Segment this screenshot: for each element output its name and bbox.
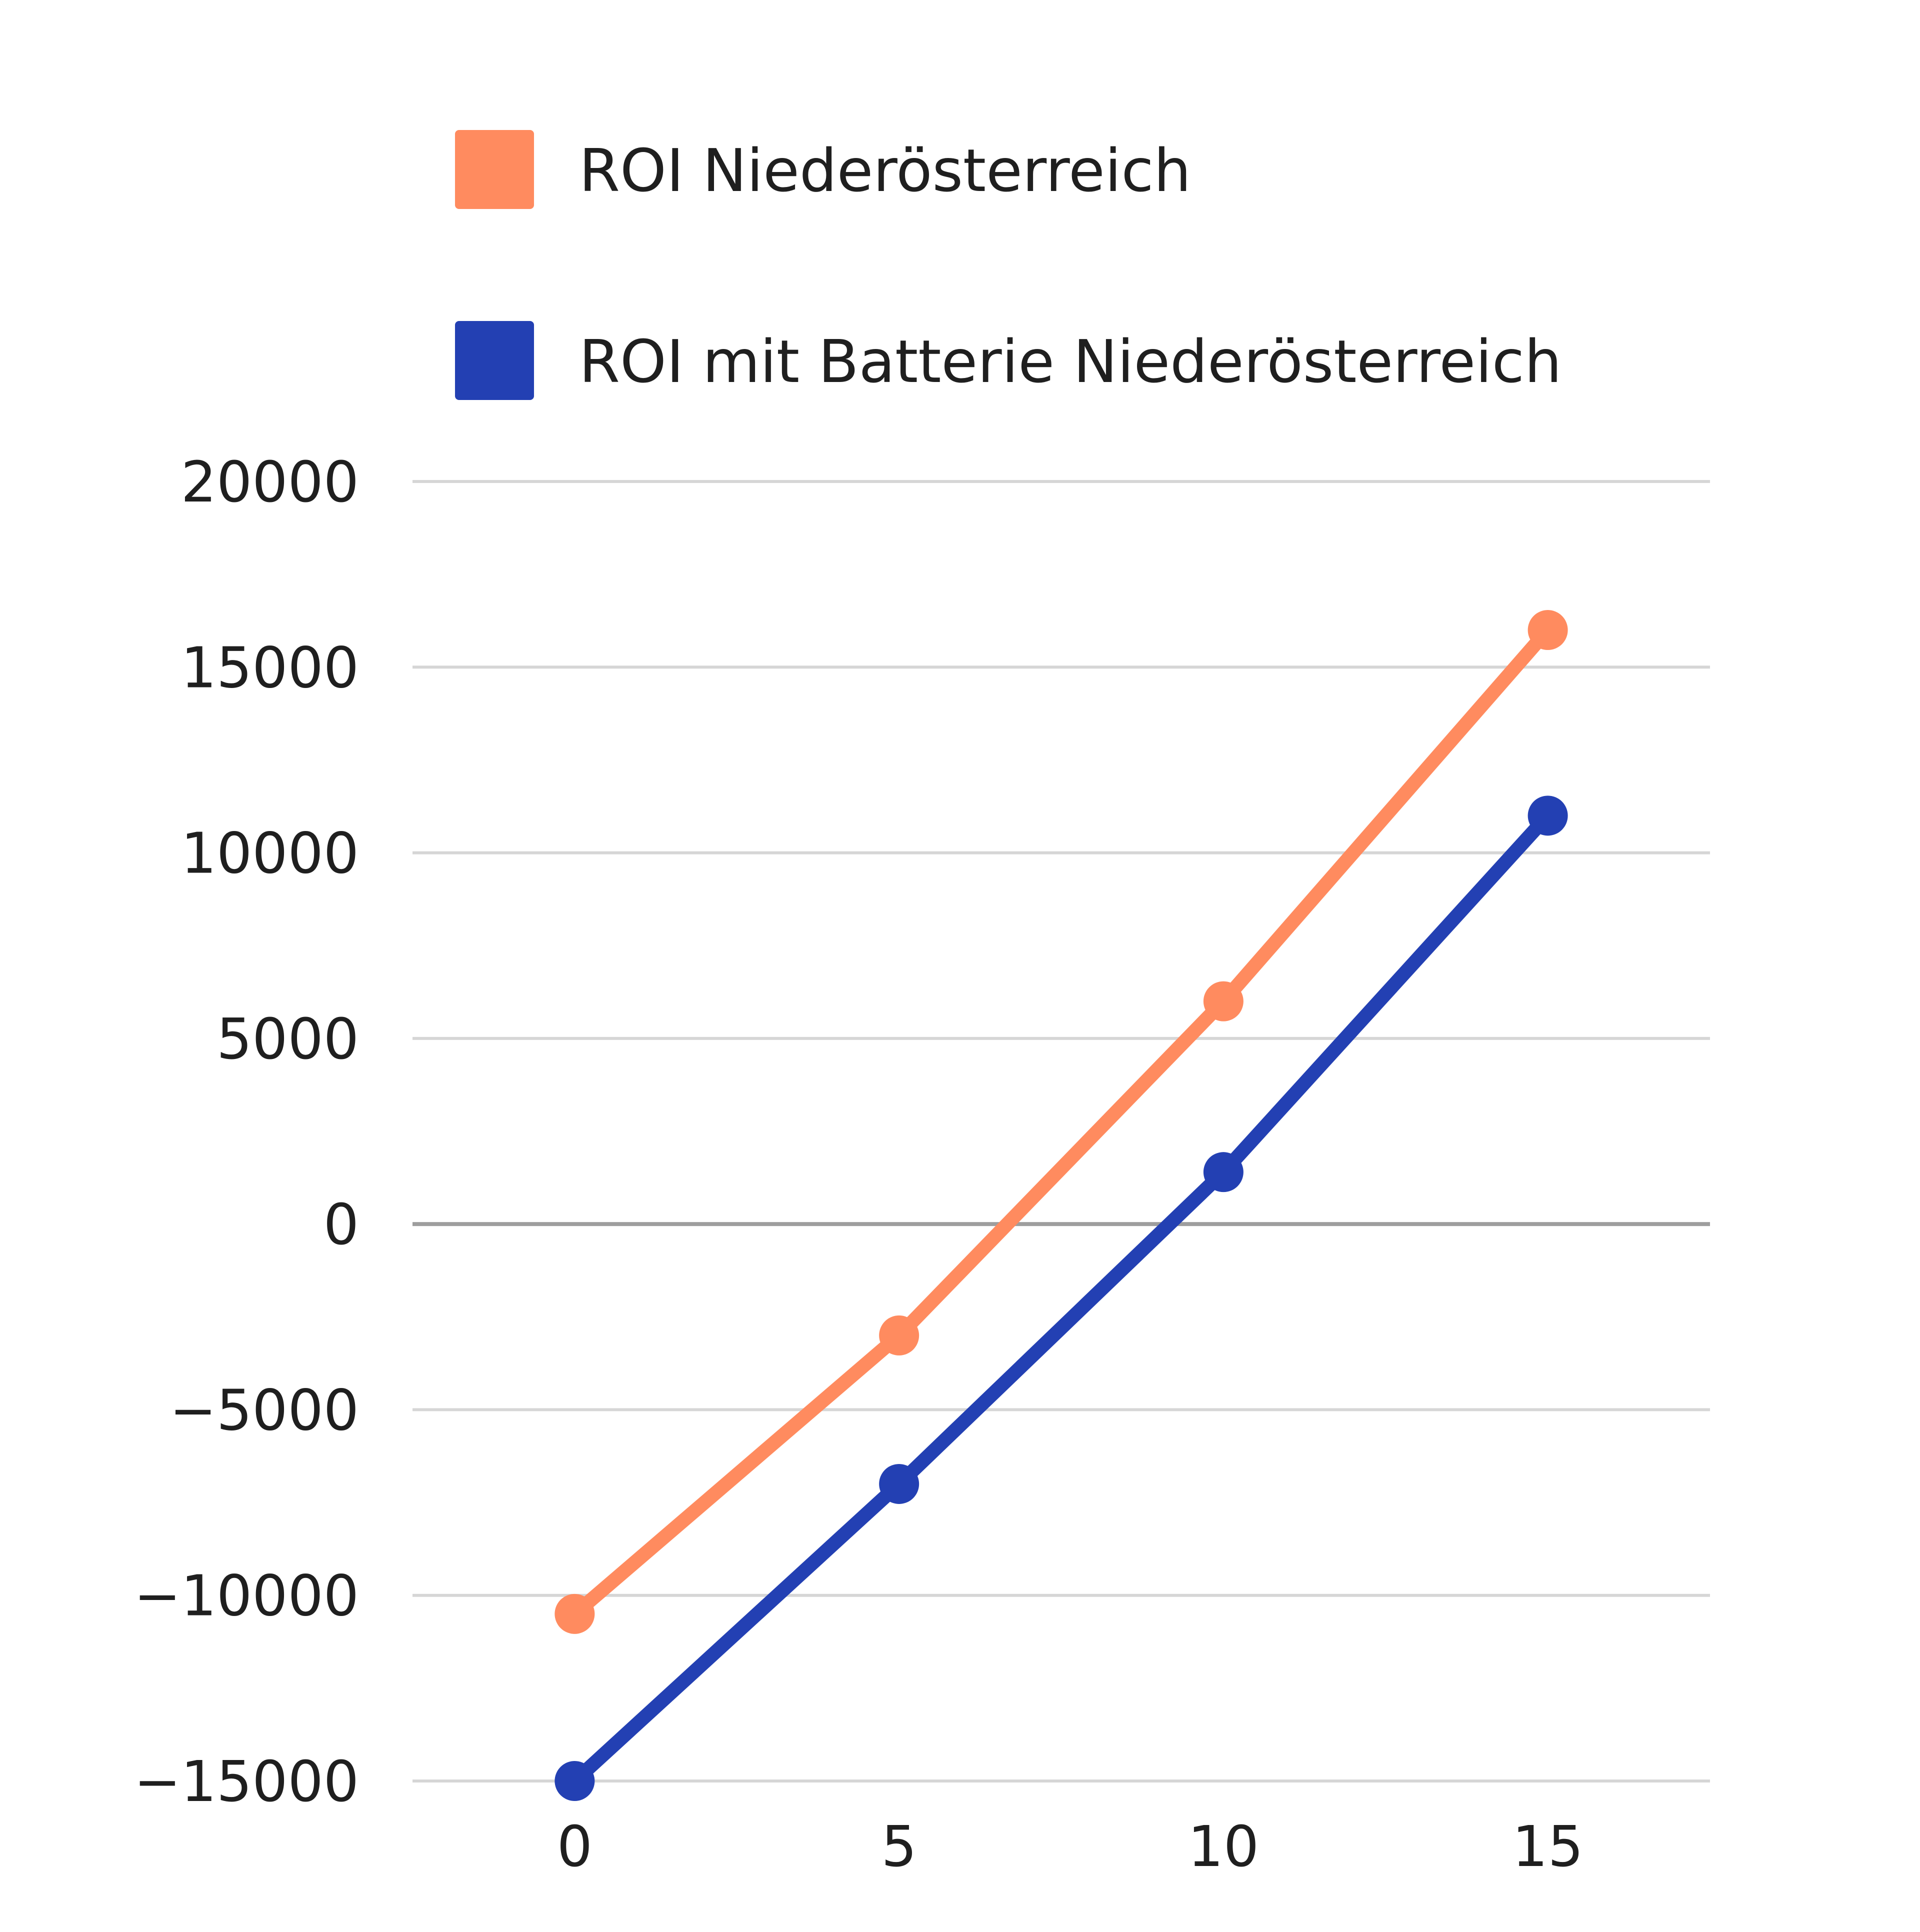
- x-tick-label: 10: [1188, 1814, 1260, 1880]
- data-point: [879, 1464, 920, 1504]
- legend-label-roi-battery: ROI mit Batterie Niederösterreich: [579, 327, 1562, 396]
- legend: ROI Niederösterreich ROI mit Batterie Ni…: [455, 130, 1562, 400]
- y-axis-tick-labels: 20000 15000 10000 5000 0 −5000 −10000 −15000: [134, 450, 359, 1814]
- data-point: [1203, 1152, 1244, 1192]
- data-point: [1528, 796, 1568, 836]
- y-tick-label: 20000: [181, 450, 359, 515]
- series-line-1: [568, 808, 1555, 1788]
- series-lines: [554, 610, 1568, 1801]
- y-tick-label: −15000: [134, 1750, 359, 1814]
- x-tick-label: 0: [557, 1814, 592, 1880]
- gridlines: [412, 480, 1710, 1782]
- x-tick-label: 15: [1512, 1814, 1584, 1880]
- y-tick-label: 15000: [181, 636, 359, 700]
- legend-swatch-roi: [455, 130, 534, 209]
- x-tick-label: 5: [881, 1814, 916, 1880]
- legend-swatch-roi-battery: [455, 321, 534, 400]
- data-point: [879, 1315, 920, 1356]
- data-point: [554, 1761, 595, 1801]
- y-tick-label: 0: [324, 1192, 359, 1258]
- data-point: [1528, 610, 1568, 650]
- x-axis-tick-labels: 0 5 10 15: [557, 1814, 1584, 1880]
- y-tick-label: −5000: [170, 1378, 359, 1443]
- y-tick-label: 10000: [181, 822, 359, 886]
- data-point: [1203, 981, 1244, 1022]
- legend-label-roi: ROI Niederösterreich: [579, 136, 1191, 205]
- y-tick-label: −10000: [134, 1564, 359, 1629]
- data-point: [554, 1594, 595, 1634]
- y-tick-label: 5000: [216, 1007, 359, 1072]
- series-line-0: [568, 623, 1555, 1621]
